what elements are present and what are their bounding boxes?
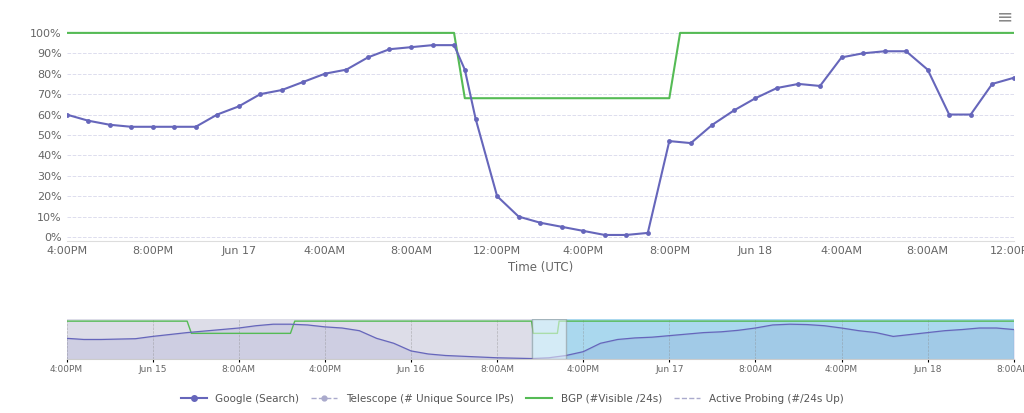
Bar <box>531 319 566 359</box>
Bar <box>531 319 1014 359</box>
Legend: Google (Search), Telescope (# Unique Source IPs), BGP (#Visible /24s), Active Pr: Google (Search), Telescope (# Unique Sou… <box>176 389 848 408</box>
Text: ≡: ≡ <box>997 7 1014 26</box>
Bar <box>67 319 531 359</box>
X-axis label: Time (UTC): Time (UTC) <box>508 261 572 275</box>
